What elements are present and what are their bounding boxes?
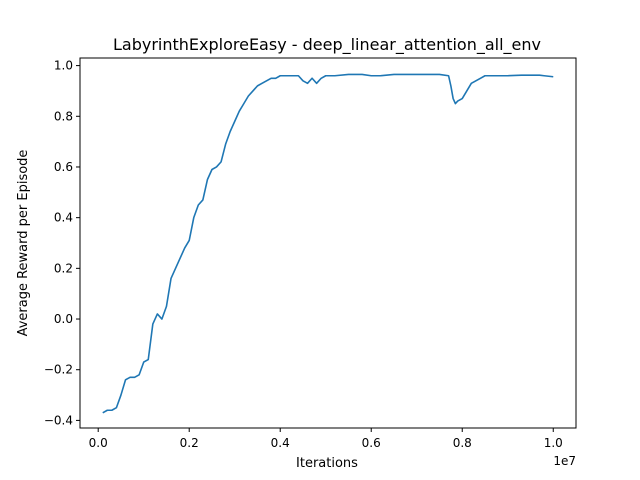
x-axis-label: Iterations	[296, 456, 358, 471]
chart-title: LabyrinthExploreEasy - deep_linear_atten…	[113, 35, 541, 55]
y-tick-label: 0.2	[54, 261, 73, 275]
series-line	[102, 73, 554, 414]
y-tick-label: 0.0	[54, 312, 73, 326]
x-tick-label: 0.0	[89, 436, 108, 450]
y-axis-ticks: −0.4 −0.2 0.0 0.2 0.4 0.6 0.8 1.0	[44, 59, 80, 427]
y-tick-label: 0.8	[54, 109, 73, 123]
x-tick-label: 0.8	[453, 436, 472, 450]
y-tick-label: 0.6	[54, 160, 73, 174]
y-tick-label: 0.4	[54, 211, 73, 225]
x-axis-ticks: 0.0 0.2 0.4 0.6 0.8 1.0	[89, 428, 563, 450]
y-tick-label: −0.4	[44, 413, 73, 427]
x-tick-label: 0.6	[362, 436, 381, 450]
y-tick-label: −0.2	[44, 363, 73, 377]
y-tick-label: 1.0	[54, 59, 73, 73]
plot-frame	[79, 57, 577, 429]
x-tick-label: 0.4	[271, 436, 290, 450]
x-axis-offset-label: 1e7	[553, 454, 576, 468]
x-tick-label: 0.2	[180, 436, 199, 450]
y-axis-label: Average Reward per Episode	[16, 150, 31, 337]
x-tick-label: 1.0	[544, 436, 563, 450]
